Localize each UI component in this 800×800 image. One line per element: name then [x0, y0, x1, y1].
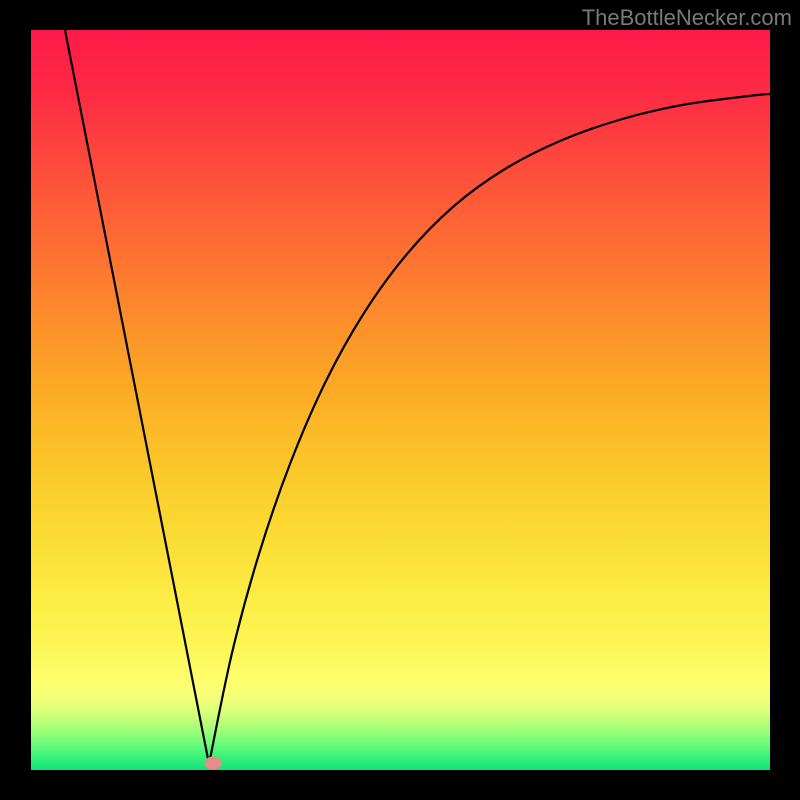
- min-marker: [205, 757, 221, 769]
- watermark-text: TheBottleNecker.com: [582, 5, 792, 31]
- plot-background: [31, 30, 770, 770]
- plot-area: [31, 30, 770, 770]
- plot-svg: [31, 30, 770, 770]
- chart-container: TheBottleNecker.com: [0, 0, 800, 800]
